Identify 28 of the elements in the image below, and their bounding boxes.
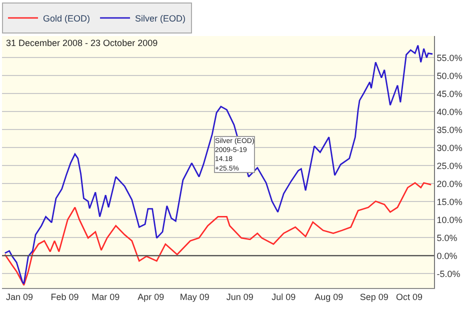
y-tick-label: 10.0% <box>436 214 462 225</box>
y-tick-label: 0.0% <box>436 250 458 261</box>
y-tick-label: 15.0% <box>436 196 462 207</box>
x-tick-label: Jan 09 <box>6 292 34 302</box>
y-tick-label: 40.0% <box>436 106 462 117</box>
chart-title: 31 December 2008 - 23 October 2009 <box>6 38 158 48</box>
y-tick-label: 5.0% <box>436 232 458 243</box>
y-tick-label: 45.0% <box>436 88 462 99</box>
y-tick-label: 55.0% <box>436 52 462 63</box>
x-tick-label: Feb 09 <box>50 292 79 302</box>
x-tick-label: Aug 09 <box>314 292 344 302</box>
x-tick-label: Jun 09 <box>226 292 254 302</box>
x-tick-label: Oct 09 <box>396 292 422 302</box>
y-tick-label: 20.0% <box>436 178 462 189</box>
x-tick-label: May 09 <box>180 292 210 302</box>
legend-label: Gold (EOD) <box>43 13 90 24</box>
legend-label: Silver (EOD) <box>135 13 186 24</box>
x-tick-label: Mar 09 <box>92 292 120 302</box>
line-series <box>4 182 432 286</box>
x-tick-label: Sep 09 <box>360 292 388 302</box>
y-tick-label: 25.0% <box>436 160 462 171</box>
y-tick-label: 50.0% <box>436 70 462 81</box>
x-tick-label: Apr 09 <box>138 292 164 302</box>
y-tick-label: 35.0% <box>436 124 462 135</box>
y-tick-label: 30.0% <box>436 142 462 153</box>
y-tick-label: -5.0% <box>436 268 460 279</box>
x-tick-label: Jul 09 <box>272 292 296 302</box>
line-series <box>4 44 434 284</box>
